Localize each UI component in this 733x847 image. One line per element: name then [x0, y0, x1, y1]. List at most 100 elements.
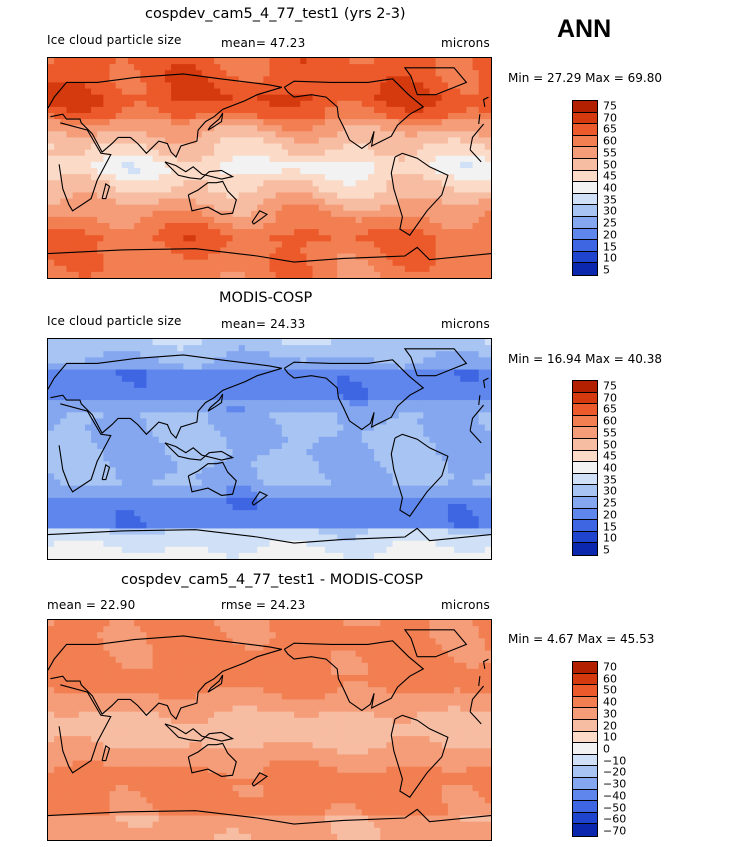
contour-cell — [66, 516, 74, 523]
contour-cell — [207, 70, 215, 77]
contour-cell — [207, 467, 215, 475]
contour-cell — [355, 271, 363, 278]
contour-cell — [177, 253, 184, 261]
contour-cell — [207, 369, 215, 377]
contour-cell — [343, 436, 351, 444]
contour-cell — [269, 247, 277, 255]
contour-cell — [361, 143, 369, 151]
contour-cell — [417, 192, 424, 200]
contour-cell — [318, 149, 326, 157]
contour-cell — [127, 357, 135, 365]
contour-cell — [331, 155, 338, 163]
contour-cell — [281, 418, 289, 426]
contour-cell — [460, 339, 467, 346]
contour-cell — [484, 106, 491, 114]
contour-cell — [306, 479, 314, 487]
contour-cell — [121, 363, 129, 371]
contour-cell — [343, 210, 351, 218]
contour-cell — [287, 400, 295, 407]
contour-cell — [177, 259, 184, 267]
contour-cell — [343, 357, 351, 365]
contour-cell — [275, 339, 283, 346]
contour-cell — [269, 265, 277, 273]
contour-cell — [127, 381, 135, 389]
contour-cell — [121, 155, 129, 163]
contour-cell — [392, 387, 400, 395]
contour-cell — [367, 259, 375, 267]
contour-cell — [398, 70, 406, 77]
contour-cell — [48, 82, 55, 90]
contour-cell — [367, 143, 375, 151]
contour-cell — [177, 375, 184, 383]
contour-cell — [109, 155, 117, 163]
contour-cell — [318, 418, 326, 426]
contour-cell — [269, 259, 277, 267]
contour-cell — [306, 449, 314, 456]
contour-cell — [386, 430, 394, 438]
contour-cell — [466, 168, 474, 175]
contour-cell — [374, 149, 381, 157]
contour-cell — [226, 192, 234, 200]
contour-cell — [429, 155, 437, 163]
contour-cell — [331, 161, 338, 169]
contour-cell — [164, 455, 172, 462]
contour-cell — [331, 113, 338, 120]
contour-cell — [478, 82, 486, 90]
contour-cell — [343, 235, 351, 242]
contour-cell — [441, 216, 449, 224]
contour-cell — [484, 198, 491, 206]
contour-cell — [48, 143, 55, 151]
contour-cell — [263, 259, 271, 267]
contour-cell — [91, 534, 98, 542]
contour-cell — [72, 113, 80, 120]
contour-cell — [84, 522, 92, 530]
contour-cell — [300, 455, 308, 462]
contour-cell — [447, 119, 455, 126]
contour-cell — [423, 174, 431, 181]
contour-cell — [478, 113, 486, 120]
contour-cell — [417, 369, 424, 377]
contour-cell — [127, 113, 135, 120]
contour-cell — [238, 76, 246, 84]
contour-cell — [54, 168, 61, 175]
contour-cell — [226, 522, 234, 530]
contour-cell — [164, 186, 172, 194]
contour-cell — [195, 436, 203, 444]
contour-cell — [398, 442, 406, 450]
contour-cell — [134, 64, 141, 71]
contour-cell — [454, 155, 461, 163]
contour-cell — [337, 339, 344, 346]
contour-cell — [48, 339, 55, 346]
contour-cell — [140, 241, 148, 249]
contour-cell — [392, 424, 400, 432]
contour-cell — [109, 479, 117, 487]
contour-cell — [183, 424, 191, 432]
contour-cell — [97, 387, 104, 395]
contour-cell — [275, 210, 283, 218]
contour-cell — [171, 271, 178, 278]
contour-cell — [177, 192, 184, 200]
contour-cell — [374, 345, 381, 352]
contour-cell — [232, 235, 240, 242]
contour-cell — [337, 210, 344, 218]
contour-cell — [324, 510, 332, 517]
contour-cell — [195, 82, 203, 90]
colorbar-swatch — [573, 112, 597, 125]
contour-cell — [84, 351, 92, 358]
contour-cell — [164, 345, 172, 352]
contour-cell — [121, 381, 129, 389]
contour-cell — [300, 381, 308, 389]
contour-cell — [152, 406, 160, 413]
contour-cell — [140, 143, 148, 151]
contour-cell — [337, 149, 344, 157]
contour-cell — [103, 235, 111, 242]
contour-cell — [48, 351, 55, 358]
contour-cell — [398, 106, 406, 114]
contour-cell — [460, 271, 467, 278]
contour-cell — [146, 534, 154, 542]
contour-cell — [226, 100, 234, 108]
contour-cell — [146, 161, 154, 169]
contour-cell — [201, 497, 209, 505]
contour-cell — [343, 528, 351, 536]
contour-cell — [201, 168, 209, 175]
